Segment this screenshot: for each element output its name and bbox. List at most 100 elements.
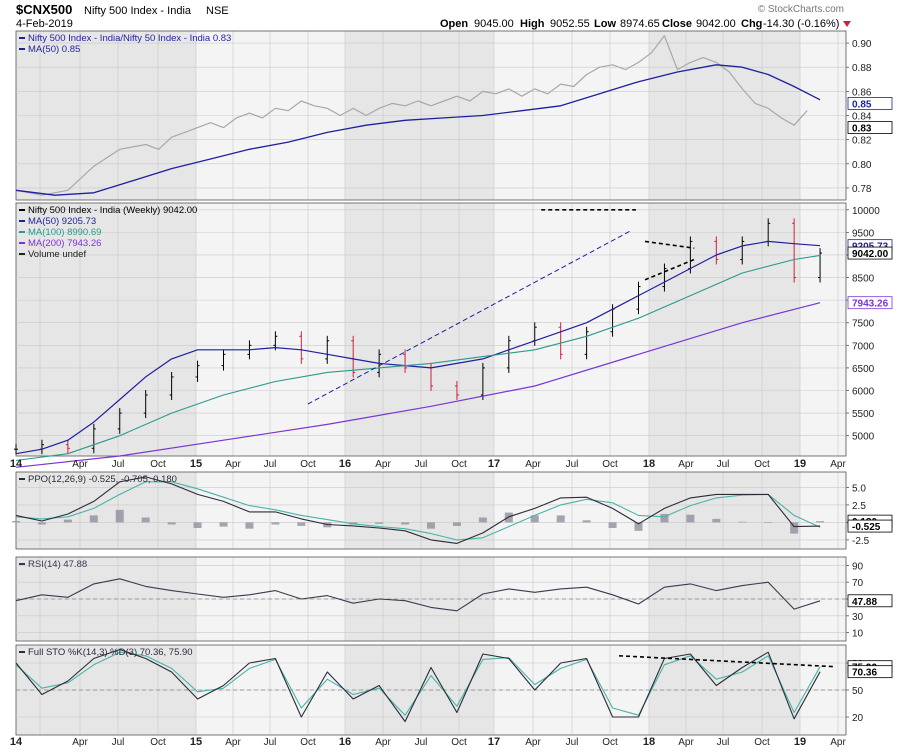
y-tick-label: 5.0 — [852, 483, 866, 494]
x-axis-label-upper: Oct — [150, 459, 166, 470]
ppo-histogram-bar — [634, 522, 643, 531]
x-axis-label-upper: Jul — [566, 459, 579, 470]
ppo-histogram-bar — [63, 519, 72, 523]
ppo-histogram-bar — [375, 522, 384, 524]
x-axis-label-lower: 18 — [643, 736, 655, 748]
ppo-histogram-bar — [504, 512, 513, 523]
x-axis-label-upper: Oct — [602, 459, 618, 470]
x-axis-label-lower: Apr — [72, 737, 88, 748]
y-tick-label: 5000 — [852, 432, 875, 443]
ppo-histogram-bar — [427, 522, 435, 529]
year-band-price — [16, 203, 196, 456]
x-axis-label-upper: Apr — [225, 459, 241, 470]
price-ma50-line — [15, 240, 821, 455]
last-value-box — [847, 665, 893, 679]
last-value-label: 70.36 — [852, 668, 877, 679]
ppo-histogram-bar — [608, 522, 617, 528]
x-axis-label-upper: Apr — [375, 459, 391, 470]
ppo-histogram-bar — [582, 520, 591, 523]
x-axis-label-lower: Jul — [717, 737, 730, 748]
x-axis-label-upper: 18 — [643, 458, 655, 470]
close-label: Close — [662, 18, 692, 30]
open-value: 9045.00 — [474, 18, 514, 30]
last-value-label: 9042.00 — [852, 249, 889, 260]
y-tick-label: 10000 — [852, 206, 880, 217]
x-axis-label-lower: Oct — [754, 737, 770, 748]
y-tick-label: 6000 — [852, 386, 875, 397]
y-tick-label: 8500 — [852, 274, 875, 285]
last-value-box — [847, 246, 893, 260]
x-axis-label-upper: Jul — [112, 459, 125, 470]
chart-date: 4-Feb-2019 — [16, 18, 73, 30]
x-axis-label-upper: Oct — [754, 459, 770, 470]
legend-entry: Volume undef — [28, 249, 86, 260]
last-value-label: 0.83 — [852, 124, 872, 135]
y-tick-label: 0.82 — [852, 136, 872, 147]
ppo-histogram-bar — [297, 522, 306, 526]
ppo-line — [15, 476, 821, 544]
x-axis-label-upper: 15 — [190, 458, 202, 470]
x-axis-label-upper: Oct — [300, 459, 316, 470]
ppo-histogram-bar — [89, 515, 98, 523]
chg-value: -14.30 (-0.16%) — [763, 18, 839, 30]
chart-symbol: $CNX500 — [16, 2, 72, 17]
x-axis-label-upper: 14 — [10, 458, 23, 470]
x-axis-label-upper: Jul — [264, 459, 277, 470]
ppo-histogram-bar — [790, 522, 799, 534]
panel-frame-price — [15, 202, 847, 457]
y-tick-label: -2.5 — [852, 536, 870, 547]
ppo-histogram-bar — [738, 521, 747, 523]
y-tick-label: 10 — [852, 629, 864, 640]
ppo-histogram-bar — [245, 522, 254, 529]
x-axis-label-upper: 16 — [339, 458, 351, 470]
down-arrow-icon — [843, 21, 851, 27]
ratio-line — [15, 35, 808, 196]
low-label: Low — [594, 18, 616, 30]
chg-label: Chg — [741, 18, 762, 30]
x-axis-label-lower: Jul — [566, 737, 579, 748]
y-tick-label: 90 — [852, 561, 864, 572]
x-axis-label-lower: Apr — [830, 737, 846, 748]
ppo-histogram-bar — [12, 521, 20, 523]
ppo-histogram-bar — [530, 515, 539, 523]
ppo-histogram-bar — [115, 509, 124, 523]
y-tick-label: 0.88 — [852, 63, 872, 74]
last-value-label: 47.88 — [852, 597, 877, 608]
x-axis-label-lower: Jul — [264, 737, 277, 748]
ppo-histogram-bar — [401, 522, 410, 525]
y-tick-label: 7500 — [852, 319, 875, 330]
x-axis-label-lower: Jul — [112, 737, 125, 748]
y-tick-label: 70 — [852, 578, 864, 589]
high-label: High — [520, 18, 545, 30]
ppo-histogram-bar — [686, 514, 695, 523]
x-axis-label-upper: Apr — [830, 459, 846, 470]
sto-k-line — [15, 648, 821, 723]
last-value-box — [847, 519, 893, 533]
x-axis-label-lower: Apr — [678, 737, 694, 748]
ppo-histogram-bar — [478, 517, 487, 523]
y-tick-label: 20 — [852, 713, 864, 724]
rsi-line — [15, 578, 821, 612]
ppo-histogram-bar — [556, 515, 565, 523]
ppo-histogram-bar — [764, 522, 773, 523]
ppo-histogram-bar — [37, 522, 46, 525]
legend-entry: MA(50) 0.85 — [28, 44, 80, 55]
y-tick-label: 9500 — [852, 228, 875, 239]
x-axis-label-upper: Oct — [451, 459, 467, 470]
ppo-histogram-bar — [660, 514, 669, 523]
x-axis-label-upper: 19 — [794, 458, 806, 470]
x-axis-label-upper: Apr — [72, 459, 88, 470]
chart-watermark: © StockCharts.com — [758, 4, 844, 15]
last-value-box — [847, 97, 893, 110]
ppo-histogram-bar — [712, 518, 721, 523]
x-axis-label-lower: Jul — [415, 737, 428, 748]
x-axis-label-lower: 17 — [488, 736, 500, 748]
ppo-histogram-bar — [452, 522, 461, 526]
x-axis-label-upper: Apr — [525, 459, 541, 470]
x-axis-label-lower: Oct — [300, 737, 316, 748]
x-axis-label-lower: Oct — [451, 737, 467, 748]
last-value-label: 7943.26 — [852, 299, 889, 310]
high-value: 9052.55 — [550, 18, 590, 30]
x-axis-label-lower: Apr — [525, 737, 541, 748]
